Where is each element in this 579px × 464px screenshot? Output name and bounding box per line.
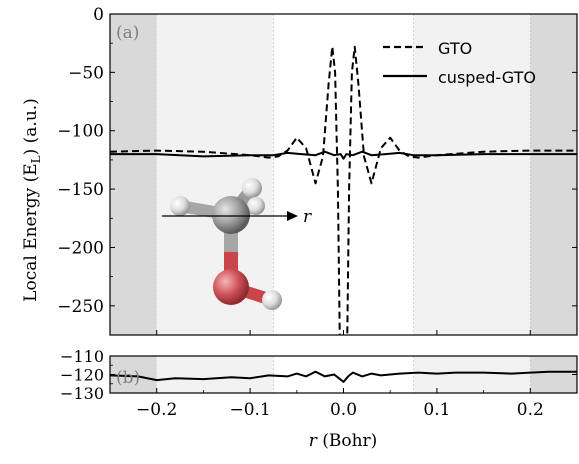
y-tick-label-a-2: −100 bbox=[57, 122, 104, 142]
y-ticks-a: 0 −50 −100 −150 −200 −250 bbox=[57, 5, 577, 336]
y-tick-label-a-1: −50 bbox=[68, 63, 104, 83]
shaded-region-b-3 bbox=[530, 356, 577, 393]
y-axis-label: Local Energy (EL) (a.u.) bbox=[21, 98, 43, 302]
y-ticks-b: −110−120−130 bbox=[60, 347, 577, 403]
legend-label-cusped-gto: cusped-GTO bbox=[438, 68, 536, 87]
legend: GTO cusped-GTO bbox=[383, 39, 536, 87]
y-tick-label-b-0: −110 bbox=[60, 347, 104, 366]
shaded-regions-b bbox=[110, 356, 577, 393]
y-tick-label-b-1: −120 bbox=[60, 366, 104, 385]
y-tick-label-a-4: −200 bbox=[57, 238, 104, 258]
shaded-region-a-3 bbox=[530, 14, 577, 335]
panel-b: −110−120−130 −0.2 −0.1 0.0 0.1 0.2 (b) bbox=[60, 330, 578, 420]
shaded-region-a-2 bbox=[413, 14, 531, 335]
shaded-regions-a bbox=[110, 14, 577, 335]
shaded-region-a-0 bbox=[110, 14, 157, 335]
panel-label-b: (b) bbox=[116, 368, 140, 388]
x-tick-label-4: 0.2 bbox=[517, 400, 544, 420]
inset-arrowhead bbox=[287, 211, 298, 221]
x-ticks: −0.2 −0.1 0.0 0.1 0.2 bbox=[109, 330, 578, 420]
x-tick-label-2: 0.0 bbox=[330, 400, 357, 420]
series-line-b-cusped-gto bbox=[110, 370, 577, 383]
shaded-region-b-1 bbox=[156, 356, 274, 393]
y-tick-label-b-2: −130 bbox=[60, 384, 104, 403]
panel-label-a: (a) bbox=[116, 23, 139, 43]
y-tick-label-a-5: −250 bbox=[57, 297, 104, 317]
shaded-region-b-0 bbox=[110, 356, 157, 393]
inset-axis-label: r bbox=[303, 207, 312, 227]
legend-label-gto: GTO bbox=[438, 39, 472, 58]
series-b bbox=[110, 370, 577, 383]
series-a bbox=[110, 45, 577, 335]
y-tick-label-a-3: −150 bbox=[57, 180, 104, 200]
x-tick-label-0: −0.2 bbox=[136, 400, 177, 420]
y-tick-label-a-0: 0 bbox=[93, 5, 104, 25]
series-line-a-cusped-gto bbox=[110, 150, 577, 160]
x-axis-label: r (Bohr) bbox=[309, 431, 378, 451]
methanol-molecule-icon: r bbox=[162, 178, 312, 310]
x-tick-label-1: −0.1 bbox=[229, 400, 270, 420]
panel-a: r GTO cusped-GTO 0 −50 −100 −150 −200 −250 (a… bbox=[57, 5, 578, 336]
x-tick-label-3: 0.1 bbox=[423, 400, 450, 420]
